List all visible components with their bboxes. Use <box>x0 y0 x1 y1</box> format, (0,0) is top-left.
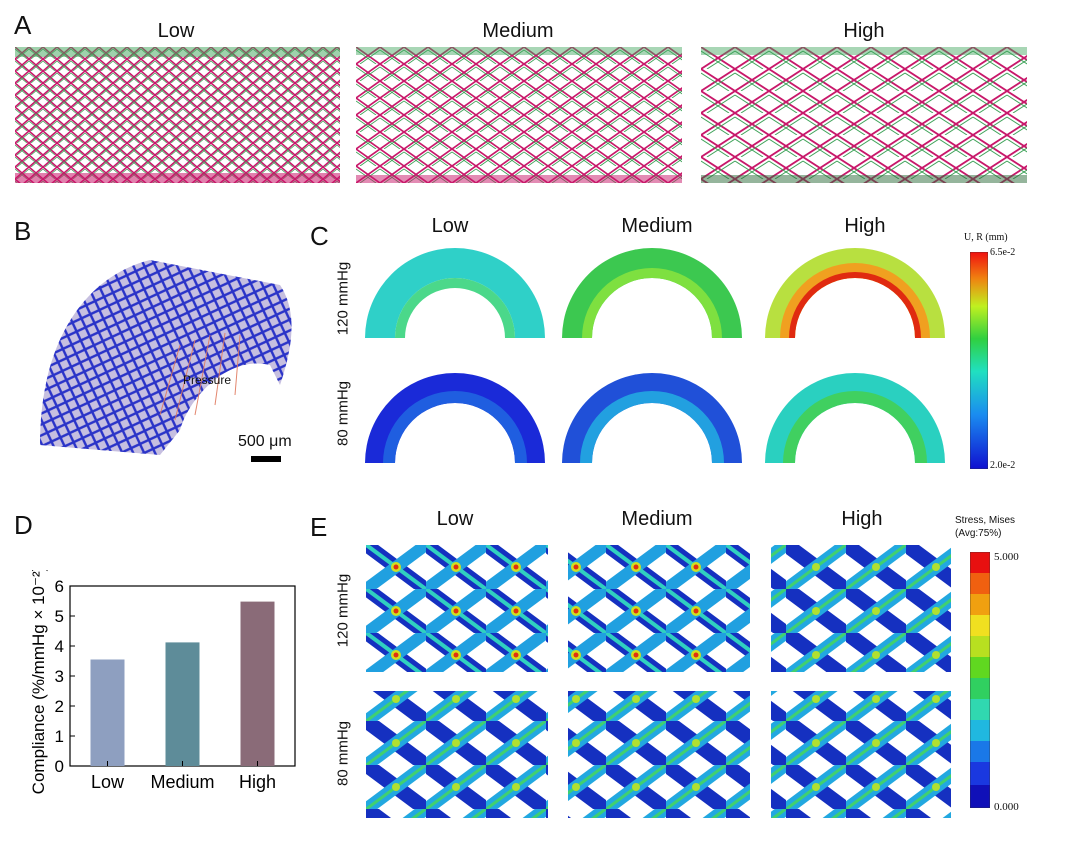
colorbar-e-max: 5.000 <box>994 551 1019 563</box>
panel-e-title-low: Low <box>436 508 474 530</box>
panel-e-title-high: High <box>841 508 883 530</box>
stent-render-low <box>15 47 340 183</box>
bar-high <box>240 601 275 766</box>
colorbar-c <box>970 252 988 469</box>
panel-c-row-120: 120 mmHg <box>334 261 352 336</box>
panel-c-title-medium: Medium <box>621 215 693 237</box>
bar-medium <box>165 642 200 766</box>
stress-high-80 <box>771 691 951 818</box>
colorbar-e <box>970 552 990 808</box>
panel-a-title-low: Low <box>157 20 195 42</box>
chart-ylabel: Compliance (%/mmHg × 10⁻²) <box>29 570 48 794</box>
panel-letter-c: C <box>310 221 329 251</box>
panel-e-row-120: 120 mmHg <box>334 573 352 648</box>
panel-letter-e: E <box>310 512 328 542</box>
colorbar-c-title: U, R (mm) <box>964 232 1008 243</box>
y-tick-label: 1 <box>55 727 64 746</box>
displacement-contour-maps <box>365 248 945 463</box>
panel-c-title-high: High <box>844 215 886 237</box>
x-tick-label-medium: Medium <box>150 772 214 792</box>
compliance-bar-chart: Compliance (%/mmHg × 10⁻²) 0 1 2 3 4 5 6 Low Med… <box>29 570 296 794</box>
chart-ticks: 0 1 2 3 4 5 6 Low Medium High <box>55 577 276 792</box>
scale-bar-label: 500 μm <box>238 433 292 450</box>
bar-low <box>90 659 125 766</box>
colorbar-e-min: 0.000 <box>994 801 1019 813</box>
panel-e-title-medium: Medium <box>621 508 693 530</box>
contour-high-80 <box>765 373 945 463</box>
panel-letter-b: B <box>14 216 32 246</box>
y-tick-label: 4 <box>55 637 64 656</box>
colorbar-e-title: Stress, Mises (Avg:75%) <box>955 515 1016 539</box>
contour-medium-120 <box>562 248 742 338</box>
scale-bar <box>251 456 281 462</box>
y-tick-label: 3 <box>55 667 64 686</box>
pressure-label: Pressure <box>183 373 232 387</box>
panel-a-title-high: High <box>843 20 885 42</box>
panel-c-row-80: 80 mmHg <box>334 380 352 447</box>
stress-medium-80 <box>568 691 750 818</box>
x-tick-label-low: Low <box>91 772 125 792</box>
panel-letter-a: A <box>14 10 32 40</box>
stress-medium-120 <box>568 545 750 672</box>
contour-high-120 <box>765 248 945 338</box>
contour-low-80 <box>365 373 545 463</box>
contour-low-120 <box>365 248 545 338</box>
y-tick-label: 5 <box>55 607 64 626</box>
x-tick-label-high: High <box>239 772 276 792</box>
y-tick-label: 0 <box>55 757 64 776</box>
panel-letter-d: D <box>14 510 33 540</box>
lattice-half-tube-model <box>40 260 292 455</box>
contour-medium-80 <box>562 373 742 463</box>
chart-bars <box>90 601 275 766</box>
panel-e-row-80: 80 mmHg <box>334 720 352 787</box>
stress-high-120 <box>771 545 951 672</box>
stress-low-120 <box>366 545 548 672</box>
y-tick-label: 6 <box>55 577 64 596</box>
panel-c-title-low: Low <box>431 215 469 237</box>
colorbar-c-min: 2.0e-2 <box>990 460 1016 471</box>
stress-low-80 <box>366 691 548 818</box>
y-tick-label: 2 <box>55 697 64 716</box>
stress-contour-maps <box>366 545 951 818</box>
colorbar-c-max: 6.5e-2 <box>990 247 1016 258</box>
stent-render-high <box>701 47 1027 183</box>
panel-a-title-medium: Medium <box>482 20 554 42</box>
stent-render-medium <box>356 47 682 183</box>
